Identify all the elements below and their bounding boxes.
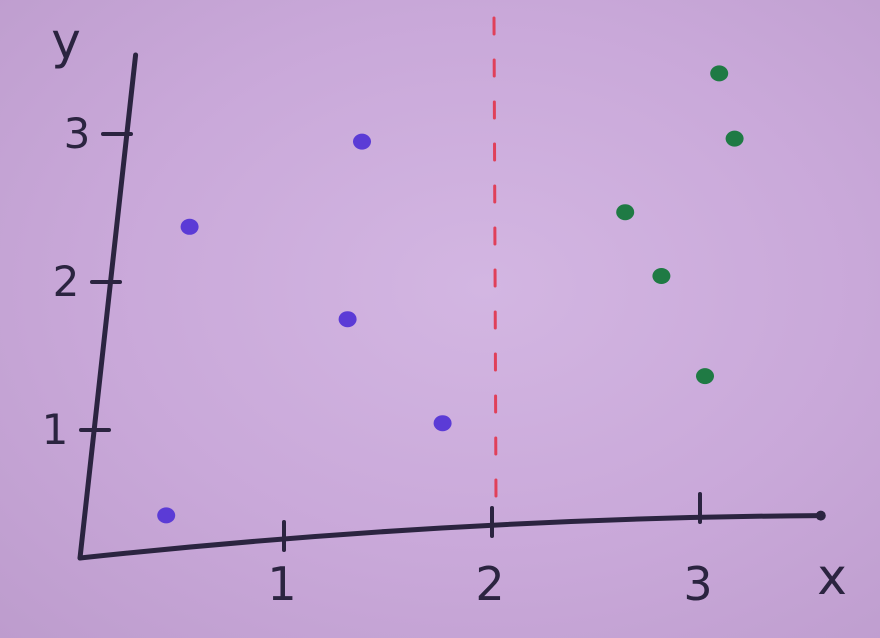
x-tick-label-2: 2 [475, 557, 504, 611]
x-axis-label: x [817, 548, 847, 606]
data-point-series1-4 [433, 415, 452, 432]
data-point-series1-1 [180, 218, 199, 235]
x-axis-line [77, 513, 822, 561]
x-axis-end-dot [815, 510, 826, 521]
y-axis-label: y [51, 12, 81, 70]
data-point-series2-5 [696, 368, 714, 385]
data-point-series2-3 [616, 204, 635, 221]
y-tick-label-3: 3 [64, 109, 91, 158]
y-tick-label-1: 1 [42, 405, 69, 454]
y-axis-line [77, 52, 139, 561]
vertical-dashed-line [492, 16, 498, 502]
data-point-series2-2 [725, 130, 744, 147]
x-tick-label-3: 3 [683, 557, 712, 611]
y-tick-label-2: 2 [53, 257, 80, 306]
data-point-series2-1 [710, 65, 729, 82]
data-point-series2-4 [652, 268, 671, 284]
data-point-series1-5 [157, 507, 176, 524]
data-point-series1-3 [338, 311, 357, 328]
x-tick-label-1: 1 [267, 557, 296, 611]
data-point-series1-2 [353, 133, 371, 150]
